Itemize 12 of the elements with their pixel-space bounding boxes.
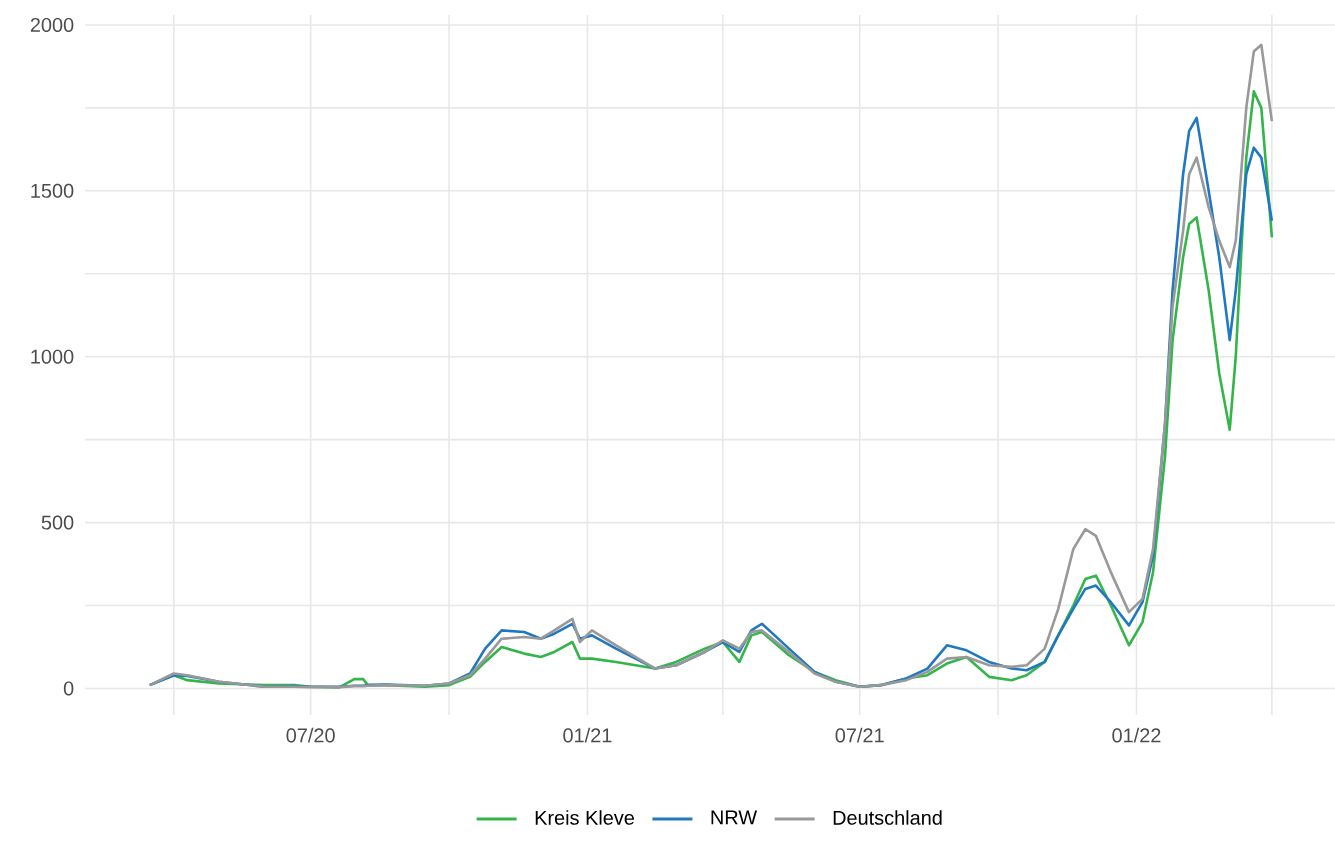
y-tick-label: 2000	[30, 17, 74, 32]
y-tick-label: 500	[41, 515, 74, 530]
y-tick-label: 1000	[31, 349, 74, 364]
y-tick-label: 0	[63, 681, 74, 696]
legend-label: Kreis Kleve	[535, 810, 634, 825]
x-tick-label: 07/21	[835, 727, 884, 743]
legend-label: Deutschland	[833, 810, 942, 825]
x-tick-label: 07/20	[286, 727, 335, 743]
y-tick-label: 1500	[31, 183, 74, 198]
legend-label: NRW	[711, 810, 758, 825]
x-tick-label: 01/22	[1112, 727, 1161, 743]
x-tick-label: 01/21	[563, 727, 612, 743]
